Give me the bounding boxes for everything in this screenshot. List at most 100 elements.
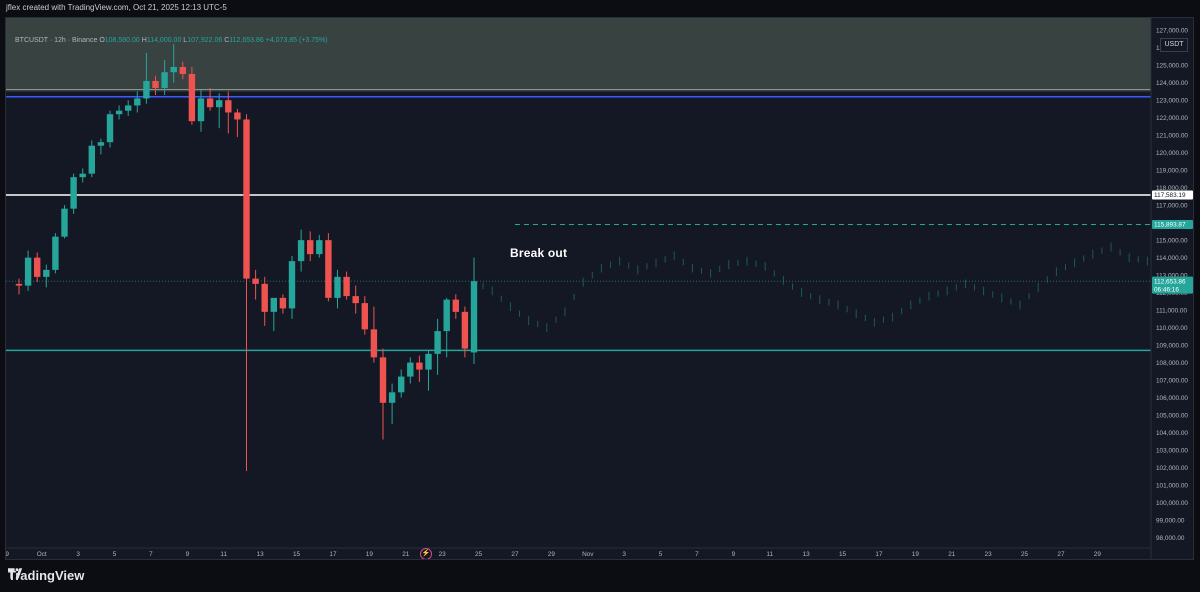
- breakout-price-tag-bg[interactable]: [1152, 220, 1193, 230]
- x-tick-label: 25: [1021, 551, 1029, 558]
- y-tick-label: 110,000.00: [1156, 325, 1188, 332]
- candle-body[interactable]: [206, 98, 214, 108]
- candle-body[interactable]: [288, 261, 296, 309]
- candle-body[interactable]: [316, 240, 323, 255]
- candle-body[interactable]: [425, 353, 432, 370]
- candle-body[interactable]: [261, 283, 268, 312]
- x-tick-label: 5: [113, 551, 117, 558]
- currency-label[interactable]: USDT: [1160, 38, 1188, 52]
- candle-body[interactable]: [125, 105, 132, 111]
- open-value: 108,580.00: [104, 37, 140, 44]
- candle-body[interactable]: [443, 299, 450, 332]
- candle-body[interactable]: [243, 119, 250, 279]
- candle-body[interactable]: [334, 276, 341, 298]
- candle-body[interactable]: [143, 80, 150, 99]
- breakout-annotation: Break out: [510, 246, 568, 260]
- candle-body[interactable]: [15, 283, 23, 286]
- white-price-tag-bg[interactable]: [1152, 190, 1193, 200]
- x-tick-label: 21: [948, 551, 956, 558]
- open-key: O: [99, 37, 105, 44]
- brand-name: TradingView: [8, 568, 85, 583]
- candle-body[interactable]: [279, 297, 287, 309]
- candle-body[interactable]: [225, 100, 232, 113]
- candle-body[interactable]: [361, 303, 368, 330]
- x-tick-label: 23: [439, 551, 447, 558]
- current-price-tag-bg[interactable]: [1152, 276, 1193, 294]
- candle-body[interactable]: [434, 331, 441, 354]
- candle-body[interactable]: [407, 362, 414, 377]
- candle-body[interactable]: [179, 66, 186, 74]
- x-tick-label: 23: [985, 551, 993, 558]
- candle-body[interactable]: [34, 257, 41, 277]
- y-tick-label: 115,000.00: [1156, 238, 1188, 245]
- y-tick-label: 123,000.00: [1156, 98, 1188, 105]
- high-value: 114,000.00: [146, 37, 182, 44]
- candle-body[interactable]: [452, 299, 459, 312]
- y-tick-label: 98,000.00: [1156, 535, 1185, 542]
- x-tick-label: 3: [622, 551, 626, 558]
- candle-body[interactable]: [270, 297, 277, 312]
- x-tick-label: 13: [257, 551, 265, 558]
- chart-area[interactable]: 98,000.00 99,000.00 100,000.00 101,000.00 10…: [5, 17, 1194, 560]
- candlestick-chart[interactable]: 98,000.00 99,000.00 100,000.00 101,000.00 10…: [6, 18, 1194, 560]
- candle-body[interactable]: [252, 278, 259, 284]
- candle-body[interactable]: [197, 98, 205, 122]
- candle-body[interactable]: [79, 173, 86, 178]
- x-tick-label: 3: [76, 551, 80, 558]
- candle-body[interactable]: [70, 177, 77, 209]
- brand: TradingView: [8, 568, 84, 583]
- candle-body[interactable]: [106, 114, 114, 143]
- candle-body[interactable]: [307, 240, 314, 255]
- candle-body[interactable]: [170, 66, 177, 73]
- candle-body[interactable]: [343, 276, 350, 297]
- candle-body[interactable]: [52, 236, 59, 270]
- candle-body[interactable]: [370, 329, 378, 358]
- x-tick-label: 11: [766, 551, 773, 558]
- low-key: L: [183, 37, 188, 44]
- symbol-label[interactable]: BTCUSDT · 12h · Binance: [15, 37, 98, 44]
- candle-body[interactable]: [88, 145, 95, 174]
- candle-body[interactable]: [24, 257, 32, 286]
- candle-body[interactable]: [416, 362, 423, 370]
- candle-body[interactable]: [43, 269, 50, 277]
- candle-body[interactable]: [379, 357, 387, 403]
- candle-body[interactable]: [461, 311, 469, 349]
- candle-body[interactable]: [297, 240, 305, 262]
- candle-body[interactable]: [188, 73, 196, 122]
- x-tick-label: 29: [548, 551, 556, 558]
- candle-body[interactable]: [161, 72, 168, 88]
- y-tick-label: 109,000.00: [1156, 343, 1188, 350]
- y-tick-label: 102,000.00: [1156, 465, 1188, 472]
- y-tick-label: 117,000.00: [1156, 203, 1188, 210]
- footer: TradingView: [0, 560, 1200, 592]
- y-tick-label: 108,000.00: [1156, 360, 1188, 367]
- y-tick-label: 103,000.00: [1156, 448, 1188, 455]
- y-tick-label: 107,000.00: [1156, 378, 1188, 385]
- flash-icon[interactable]: ⚡: [420, 548, 432, 559]
- x-tick-label: 7: [149, 551, 153, 558]
- x-tick-label: 9: [732, 551, 736, 558]
- x-tick-label: 5: [659, 551, 663, 558]
- candle-body[interactable]: [61, 208, 68, 237]
- candle-body[interactable]: [398, 376, 405, 393]
- y-tick-label: 106,000.00: [1156, 395, 1188, 402]
- candle-body[interactable]: [152, 80, 159, 88]
- x-tick-label: 21: [402, 551, 410, 558]
- x-tick-label: 25: [475, 551, 483, 558]
- y-tick-label: 118,000.00: [1156, 185, 1188, 192]
- candle-body[interactable]: [470, 281, 478, 353]
- candle-body[interactable]: [234, 112, 241, 120]
- candle-body[interactable]: [134, 98, 141, 106]
- candle-body[interactable]: [216, 100, 223, 108]
- x-tick-label: 17: [875, 551, 883, 558]
- candle-body[interactable]: [97, 142, 105, 146]
- y-tick-label: 125,000.00: [1156, 63, 1188, 70]
- close-value: 112,653.86: [229, 37, 264, 44]
- candle-body[interactable]: [115, 110, 123, 115]
- candle-body[interactable]: [325, 240, 332, 298]
- candle-body[interactable]: [352, 296, 359, 304]
- white-price-tag: 117,583.19: [1154, 192, 1186, 199]
- candle-body[interactable]: [388, 392, 396, 403]
- x-tick-label: 9: [186, 551, 190, 558]
- y-tick-label: 121,000.00: [1156, 133, 1188, 140]
